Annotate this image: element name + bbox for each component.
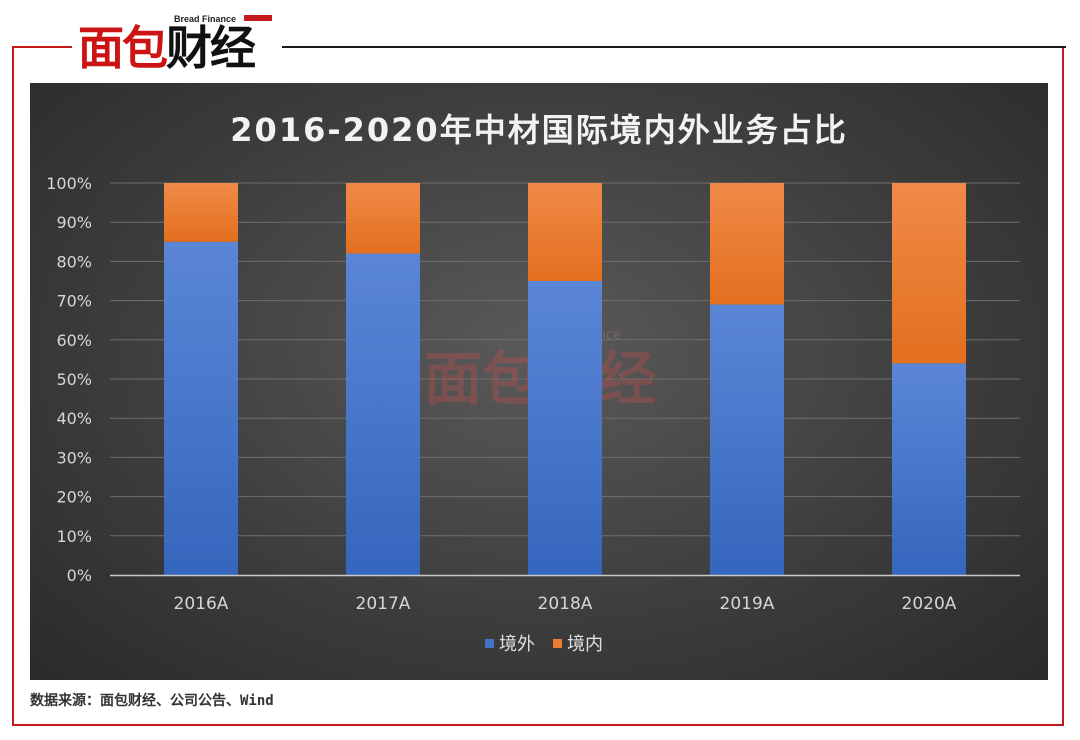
frame-top-accent [12, 46, 74, 48]
y-tick-label: 30% [56, 448, 92, 467]
bar-domestic-2016A [164, 183, 238, 242]
bar-overseas-2016A [164, 241, 238, 576]
bar-overseas-2018A [528, 281, 602, 575]
legend-label-domestic: 境内 [567, 634, 603, 655]
stacked-bar-chart: 2016-2020年中材国际境内外业务占比 Bread Finance 面包财经… [46, 111, 1020, 655]
logo-wordmark-dark: 财经 [166, 21, 256, 75]
content-frame [12, 48, 1064, 726]
bar-overseas-2019A [710, 304, 784, 575]
bar-domestic-2017A [346, 183, 420, 254]
bar-overseas-2017A [346, 253, 420, 575]
x-tick-label: 2019A [720, 594, 775, 614]
x-tick-label: 2017A [356, 594, 411, 614]
y-tick-label: 80% [56, 252, 92, 271]
legend-label-overseas: 境外 [499, 634, 535, 655]
brand-logo [72, 10, 282, 80]
legend: 境外 境内 [485, 634, 603, 655]
logo-accent-bar [244, 15, 272, 21]
chart-title: 2016-2020年中材国际境内外业务占比 [230, 111, 847, 149]
legend-swatch-overseas [485, 639, 494, 648]
bar-overseas-2020A [892, 363, 966, 575]
bar-domestic-2018A [528, 183, 602, 281]
legend-swatch-domestic [553, 639, 562, 648]
logo-wordmark: 面包财经 [78, 21, 256, 75]
y-tick-label: 60% [56, 331, 92, 350]
x-tick-label: 2018A [538, 594, 593, 614]
y-tick-label: 20% [56, 488, 92, 507]
chart-panel: 2016-2020年中材国际境内外业务占比 Bread Finance 面包财经… [30, 83, 1048, 680]
bar-domestic-2019A [710, 183, 784, 305]
y-tick-label: 100% [46, 174, 92, 193]
x-axis-ticks: 2016A 2017A 2018A 2019A 2020A [174, 594, 957, 614]
x-tick-label: 2016A [174, 594, 229, 614]
frame-top-line [12, 46, 1066, 48]
logo-subtitle: Bread Finance [174, 14, 237, 24]
y-tick-label: 0% [67, 566, 92, 585]
data-source-note: 数据来源：面包财经、公司公告、Wind [30, 693, 274, 709]
y-axis-ticks: 0% 10% 20% 30% 40% 50% 60% 70% 80% 90% 100% [46, 174, 92, 585]
y-tick-label: 70% [56, 292, 92, 311]
x-tick-label: 2020A [902, 594, 957, 614]
y-tick-label: 50% [56, 370, 92, 389]
logo-wordmark-red: 面包 [78, 21, 168, 75]
y-tick-label: 40% [56, 409, 92, 428]
bars [164, 183, 966, 576]
y-tick-label: 10% [56, 527, 92, 546]
y-tick-label: 90% [56, 213, 92, 232]
bar-domestic-2020A [892, 183, 966, 364]
